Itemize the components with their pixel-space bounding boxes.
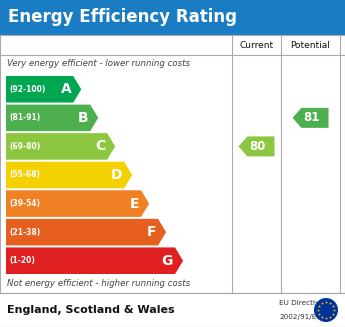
Polygon shape (6, 248, 183, 274)
Polygon shape (6, 105, 98, 131)
Text: D: D (111, 168, 122, 182)
Text: (69-80): (69-80) (9, 142, 40, 151)
Text: (92-100): (92-100) (9, 85, 46, 94)
Text: Not energy efficient - higher running costs: Not energy efficient - higher running co… (7, 280, 190, 288)
Text: A: A (60, 82, 71, 96)
Text: F: F (147, 225, 156, 239)
Text: 81: 81 (303, 112, 320, 124)
Polygon shape (293, 108, 328, 128)
Text: England, Scotland & Wales: England, Scotland & Wales (7, 305, 175, 315)
Text: Very energy efficient - lower running costs: Very energy efficient - lower running co… (7, 59, 190, 68)
Text: (81-91): (81-91) (9, 113, 40, 122)
Text: 80: 80 (249, 140, 266, 153)
Text: (39-54): (39-54) (9, 199, 40, 208)
Polygon shape (6, 76, 81, 103)
Circle shape (314, 298, 338, 322)
Polygon shape (6, 162, 132, 188)
Text: (1-20): (1-20) (9, 256, 35, 265)
Text: Energy Efficiency Rating: Energy Efficiency Rating (8, 9, 237, 26)
Polygon shape (6, 190, 149, 217)
Polygon shape (6, 133, 115, 160)
Text: G: G (162, 254, 173, 268)
Text: B: B (78, 111, 88, 125)
Text: E: E (130, 197, 139, 211)
Text: (55-68): (55-68) (9, 170, 40, 180)
Polygon shape (6, 219, 166, 246)
Text: C: C (95, 139, 105, 153)
Text: 2002/91/EC: 2002/91/EC (279, 315, 322, 320)
Text: (21-38): (21-38) (9, 228, 40, 237)
Polygon shape (238, 136, 275, 156)
Bar (0, 0, 345, 35)
Bar (0, 35, 345, 293)
Text: Potential: Potential (290, 41, 331, 49)
Text: Current: Current (239, 41, 274, 49)
Text: EU Directive: EU Directive (279, 300, 324, 306)
Bar (0, 293, 345, 327)
